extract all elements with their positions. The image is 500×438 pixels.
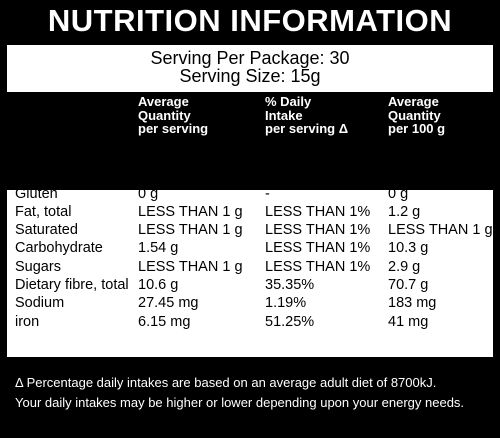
header-line: Quantity xyxy=(138,107,191,123)
header-line: % Daily xyxy=(265,94,312,109)
nutrient-name: Protein, total xyxy=(15,167,97,184)
per-100g-value: 5.9 g xyxy=(388,167,421,184)
page-title: NUTRITION INFORMATION xyxy=(47,3,453,38)
daily-intake-value: 51.25% xyxy=(265,313,315,330)
table-row: Sodium 27.45 mg 1.19% 183 mg xyxy=(15,294,493,312)
nutrient-name: Saturated xyxy=(15,222,78,239)
per-100g-value: 183 mg xyxy=(388,295,437,312)
per-100g-value: LESS THAN 1 g xyxy=(388,222,493,239)
per-serving-value: 10.6 g xyxy=(138,277,179,294)
nutrient-name: Energy xyxy=(15,149,61,165)
table-row: Dietary fibre, total 10.6 g 35.35% 70.7 g xyxy=(15,276,493,294)
table-row: Protein, total LESS THAN 1 g 1.77% 5.9 g xyxy=(15,166,493,184)
column-header-band xyxy=(7,92,493,190)
per-serving-value: 6.15 mg xyxy=(138,313,191,330)
table-row: iron 6.15 mg 51.25% 41 mg xyxy=(15,313,493,331)
nutrient-name: Carbohydrate xyxy=(15,240,103,257)
table-row: Carbohydrate 1.54 g LESS THAN 1% 10.3 g xyxy=(15,239,493,257)
nutrient-name: Gluten xyxy=(15,185,58,202)
per-100g-value: 1.2 g xyxy=(388,203,421,220)
table-row: Energy 128 kJ 1.47% 855 kJ xyxy=(15,148,493,166)
daily-intake-value: LESS THAN 1% xyxy=(265,203,371,220)
header-line: per serving xyxy=(138,121,209,136)
per-100g-value: 855 kJ xyxy=(388,149,431,165)
per-serving-value: LESS THAN 1 g xyxy=(138,167,243,184)
column-header-avg-per-100g: Average Quantity per 100 g xyxy=(388,95,445,136)
serving-per-package: Serving Per Package: 30 xyxy=(150,48,350,68)
nutrient-name: Dietary fibre, total xyxy=(15,277,129,294)
header-line: Intake xyxy=(265,107,303,123)
per-serving-value: 0 g xyxy=(138,185,159,202)
header-line: Average xyxy=(138,94,189,109)
daily-intake-value: LESS THAN 1% xyxy=(265,240,371,257)
daily-intake-value: LESS THAN 1% xyxy=(265,258,371,275)
nutrition-panel: Serving Per Package: 30 Serving Size: 15… xyxy=(7,45,493,357)
serving-size: Serving Size: 15g xyxy=(179,66,321,86)
nutrient-name: Sodium xyxy=(15,295,65,312)
daily-intake-value: - xyxy=(265,185,270,202)
daily-intake-value: 1.77% xyxy=(265,167,307,184)
per-serving-value: LESS THAN 1 g xyxy=(138,203,243,220)
table-row: Sugars LESS THAN 1 g LESS THAN 1% 2.9 g xyxy=(15,258,493,276)
per-100g-value: 2.9 g xyxy=(388,258,421,275)
header-line: Average xyxy=(388,94,439,109)
per-serving-value: 27.45 mg xyxy=(138,295,199,312)
table-row: Saturated LESS THAN 1 g LESS THAN 1% LESS T… xyxy=(15,221,493,239)
header-line: Quantity xyxy=(388,107,441,123)
column-header-avg-per-serving: Average Quantity per serving xyxy=(138,95,208,136)
per-serving-value: LESS THAN 1 g xyxy=(138,222,243,239)
per-100g-value: 0 g xyxy=(388,185,409,202)
per-serving-value: 1.54 g xyxy=(138,240,179,257)
per-100g-value: 10.3 g xyxy=(388,240,429,257)
footnote-line-2: Your daily intakes may be higher or lowe… xyxy=(15,395,465,410)
per-100g-value: 70.7 g xyxy=(388,277,429,294)
daily-intake-value: 1.19% xyxy=(265,295,307,312)
daily-intake-value: 35.35% xyxy=(265,277,315,294)
nutrient-name: Sugars xyxy=(15,258,61,275)
header-line: per 100 g xyxy=(388,121,446,136)
footnote-line-1: Δ Percentage daily intakes are based on … xyxy=(15,375,437,390)
per-serving-value: LESS THAN 1 g xyxy=(138,258,243,275)
header-line: per serving Δ xyxy=(265,121,349,136)
nutrient-name: iron xyxy=(15,313,40,330)
table-row: Fat, total LESS THAN 1 g LESS THAN 1% 1.2 g xyxy=(15,203,493,221)
daily-intake-value: LESS THAN 1% xyxy=(265,222,371,239)
per-serving-value: 128 kJ xyxy=(138,149,181,165)
per-100g-value: 41 mg xyxy=(388,313,429,330)
daily-intake-value: 1.47% xyxy=(265,149,307,165)
column-header-daily-intake: % Daily Intake per serving Δ xyxy=(265,95,348,136)
nutrient-name: Fat, total xyxy=(15,203,72,220)
nutrition-table: Energy 128 kJ 1.47% 855 kJ Protein, total LES… xyxy=(15,148,493,331)
table-row: Gluten 0 g - 0 g xyxy=(15,185,493,203)
